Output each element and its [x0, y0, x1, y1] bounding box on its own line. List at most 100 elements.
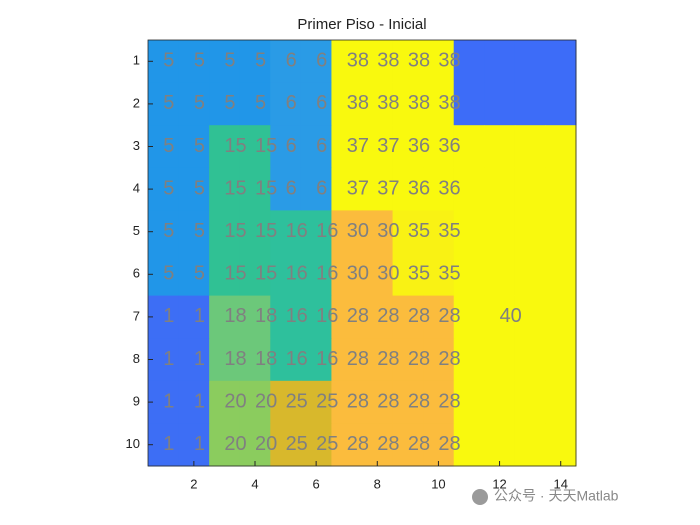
cell-label: 35	[408, 220, 430, 242]
cell	[239, 167, 271, 211]
cell	[178, 82, 210, 126]
cell	[484, 423, 516, 467]
cell	[239, 125, 271, 169]
cell	[362, 167, 394, 211]
cell-label: 36	[438, 177, 460, 199]
cell-label: 28	[408, 348, 430, 370]
cell	[239, 82, 271, 126]
x-tick-label: 12	[492, 476, 506, 491]
cell-label: 28	[408, 433, 430, 455]
cell-label: 37	[377, 177, 399, 199]
cell	[239, 423, 271, 467]
cell	[545, 167, 577, 211]
cell-label: 1	[163, 305, 174, 327]
cell	[178, 295, 210, 339]
cell-label: 20	[255, 433, 277, 455]
cell-label: 35	[408, 263, 430, 285]
cell	[514, 338, 546, 382]
cell	[514, 167, 546, 211]
cell	[484, 82, 516, 126]
cell-label: 30	[347, 263, 369, 285]
cell	[270, 338, 302, 382]
cell-label: 20	[255, 390, 277, 412]
cell	[453, 380, 485, 424]
cell-label: 37	[377, 135, 399, 157]
cell	[331, 167, 363, 211]
cell	[514, 253, 546, 297]
cell-label: 28	[438, 433, 460, 455]
cell-label: 28	[347, 348, 369, 370]
cell-label: 38	[438, 92, 460, 114]
cell	[148, 125, 180, 169]
cell	[300, 423, 332, 467]
cell-label: 1	[163, 433, 174, 455]
cell	[423, 423, 455, 467]
cell	[300, 167, 332, 211]
y-tick-label: 7	[133, 308, 140, 323]
cell	[331, 338, 363, 382]
cell-label: 18	[255, 348, 277, 370]
cell	[392, 82, 424, 126]
y-tick-label: 10	[126, 436, 140, 451]
cell	[331, 210, 363, 254]
cell	[392, 40, 424, 84]
cell	[484, 210, 516, 254]
cell-label: 5	[224, 50, 235, 72]
cell-label: 5	[224, 92, 235, 114]
cell	[178, 210, 210, 254]
cell	[545, 125, 577, 169]
watermark: 公众号 · 天天Matlab	[494, 488, 619, 504]
y-tick-label: 2	[133, 95, 140, 110]
cell	[148, 380, 180, 424]
cell-label: 28	[347, 305, 369, 327]
cell	[300, 82, 332, 126]
cell-label: 25	[316, 390, 338, 412]
cell-label: 30	[377, 220, 399, 242]
cell-label: 28	[408, 390, 430, 412]
cell	[270, 40, 302, 84]
y-tick-label: 3	[133, 138, 140, 153]
cell	[178, 125, 210, 169]
plot-area: 5 5 5 5 6 6 38 38 38 385 5 5 5 6 6 38 38 38 385 5 15 15 6 6 37 37…	[126, 39, 577, 491]
cell	[423, 295, 455, 339]
cell	[178, 40, 210, 84]
cell-label: 15	[255, 263, 277, 285]
cell-label: 38	[377, 92, 399, 114]
cell	[423, 167, 455, 211]
cell	[392, 253, 424, 297]
cell-label: 20	[224, 433, 246, 455]
cell	[209, 380, 241, 424]
cell	[423, 338, 455, 382]
cell-label: 5	[163, 135, 174, 157]
cell-label: 5	[163, 263, 174, 285]
cell-label: 36	[438, 135, 460, 157]
cell-label: 28	[438, 390, 460, 412]
cell	[453, 210, 485, 254]
cell-label: 30	[347, 220, 369, 242]
cell	[392, 380, 424, 424]
cell-label: 5	[255, 92, 266, 114]
cell-label: 28	[377, 433, 399, 455]
cell-label: 1	[194, 305, 205, 327]
cell	[514, 380, 546, 424]
cell-label: 5	[163, 50, 174, 72]
cell	[453, 82, 485, 126]
cell	[270, 423, 302, 467]
cell	[453, 295, 485, 339]
cell	[362, 210, 394, 254]
cell	[209, 295, 241, 339]
cell-label: 28	[438, 305, 460, 327]
y-tick-label: 6	[133, 266, 140, 281]
cell	[209, 253, 241, 297]
cell-label: 6	[316, 50, 327, 72]
cell	[239, 380, 271, 424]
cell	[484, 338, 516, 382]
x-tick-label: 4	[251, 476, 258, 491]
cell-label: 6	[286, 50, 297, 72]
cell	[392, 125, 424, 169]
cell-label: 37	[347, 177, 369, 199]
cell	[178, 423, 210, 467]
cell	[362, 125, 394, 169]
cell-label: 28	[377, 390, 399, 412]
cell	[423, 125, 455, 169]
